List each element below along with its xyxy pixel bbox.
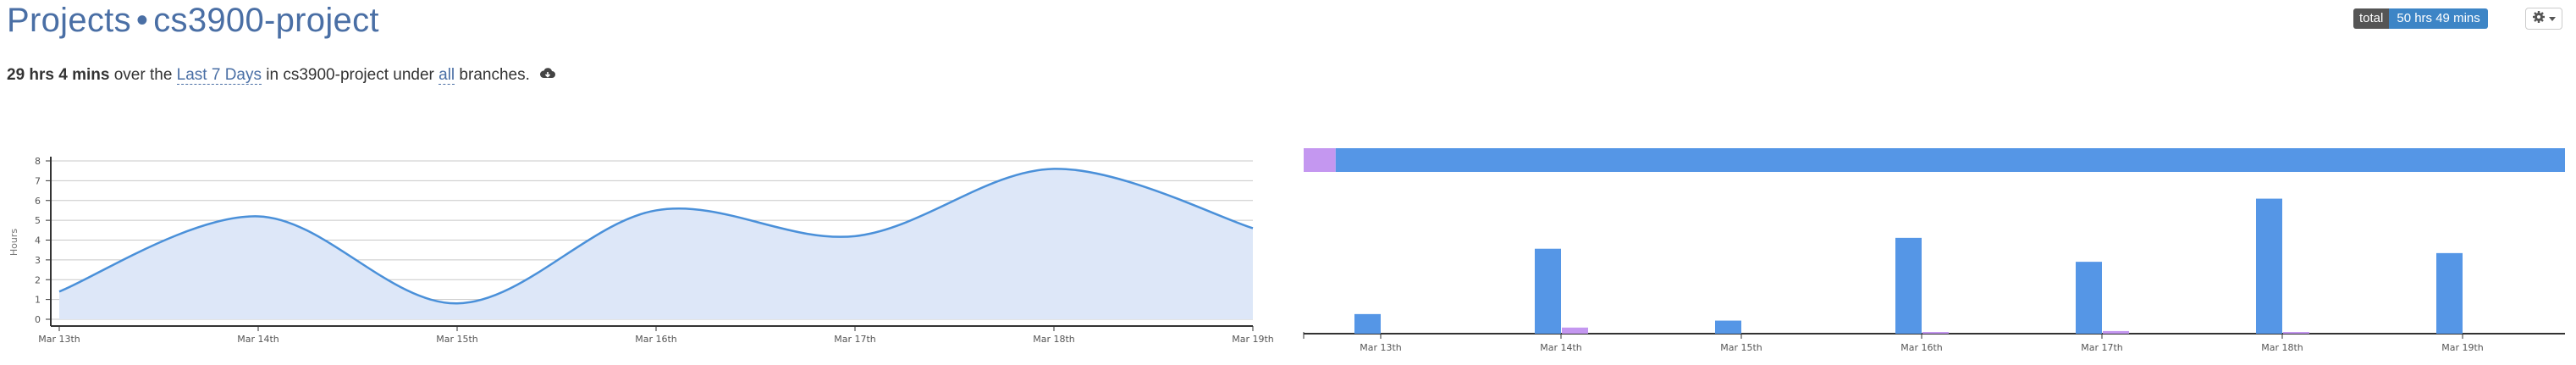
date-range-link[interactable]: Last 7 Days: [176, 66, 262, 86]
bar: [2283, 332, 2309, 334]
bar: [1715, 320, 1741, 334]
bar: [2256, 198, 2282, 334]
y-tick-label: 7: [35, 175, 41, 186]
x-tick-label: Mar 18th: [2261, 342, 2303, 353]
projects-link[interactable]: Projects: [7, 2, 131, 39]
bar: [2076, 262, 2102, 334]
gear-icon: [2532, 10, 2546, 28]
x-tick-label: Mar 17th: [834, 334, 876, 345]
x-tick-label: Mar 13th: [38, 334, 80, 345]
bar: [1562, 327, 1588, 334]
y-tick-label: 4: [35, 235, 41, 246]
y-tick-label: 6: [35, 196, 41, 207]
title-separator: •: [135, 2, 149, 39]
stacked-segment: [1304, 148, 1336, 172]
x-tick-label: Mar 19th: [2441, 342, 2484, 353]
bar: [1895, 237, 1922, 334]
daily-bar-chart: Mar 13th Mar 14th Mar 15th Mar 16th Mar 17th…: [1303, 148, 2565, 353]
total-badge: total 50 hrs 49 mins: [2353, 8, 2488, 29]
stacked-segment: [1335, 148, 2565, 172]
total-label: total: [2353, 8, 2390, 29]
bar: [2103, 330, 2129, 334]
y-tick-label: 3: [35, 255, 41, 266]
settings-dropdown-button[interactable]: [2525, 8, 2562, 30]
x-tick-label: Mar 16th: [1900, 342, 1943, 353]
summary-text-1: over the: [109, 66, 177, 85]
x-tick-label: Mar 16th: [635, 334, 677, 345]
x-tick-label: Mar 17th: [2081, 342, 2123, 353]
x-tick-label: Mar 15th: [436, 334, 478, 345]
series-area: [59, 169, 1253, 319]
y-tick-label: 0: [35, 314, 41, 325]
x-tick-label: Mar 14th: [237, 334, 279, 345]
summary-duration: 29 hrs 4 mins: [7, 66, 110, 85]
summary-line: 29 hrs 4 mins over the Last 7 Days in cs…: [7, 66, 556, 86]
project-name: cs3900-project: [153, 2, 379, 39]
bar: [1535, 248, 1561, 334]
bar: [1922, 332, 1949, 334]
x-tick-label: Mar 15th: [1720, 342, 1762, 353]
x-tick-label: Mar 18th: [1033, 334, 1075, 345]
branch-filter-link[interactable]: all: [439, 66, 455, 86]
bar: [2436, 252, 2463, 334]
x-tick-label: Mar 14th: [1540, 342, 1582, 353]
series-line: [58, 168, 1254, 305]
cloud-download-icon[interactable]: [539, 66, 556, 85]
chevron-down-icon: [2549, 16, 2556, 21]
hours-area-chart: 0 1 2 3 4 5 6 7 8 Hours Mar 13th Mar 14th Mar 15th Ma…: [8, 156, 1274, 345]
total-value: 50 hrs 49 mins: [2389, 8, 2488, 29]
y-tick-label: 5: [35, 215, 41, 226]
summary-text-2: in cs3900-project under: [262, 66, 439, 85]
y-tick-label: 8: [35, 156, 41, 167]
y-tick-label: 1: [35, 295, 41, 306]
x-tick-label: Mar 19th: [1232, 334, 1274, 345]
page-title: Projects • cs3900-project: [7, 2, 379, 40]
bar: [1354, 313, 1381, 334]
x-tick-label: Mar 13th: [1360, 342, 1402, 353]
summary-text-3: branches.: [455, 66, 530, 85]
y-tick-label: 2: [35, 274, 41, 285]
y-axis-label: Hours: [8, 229, 19, 256]
